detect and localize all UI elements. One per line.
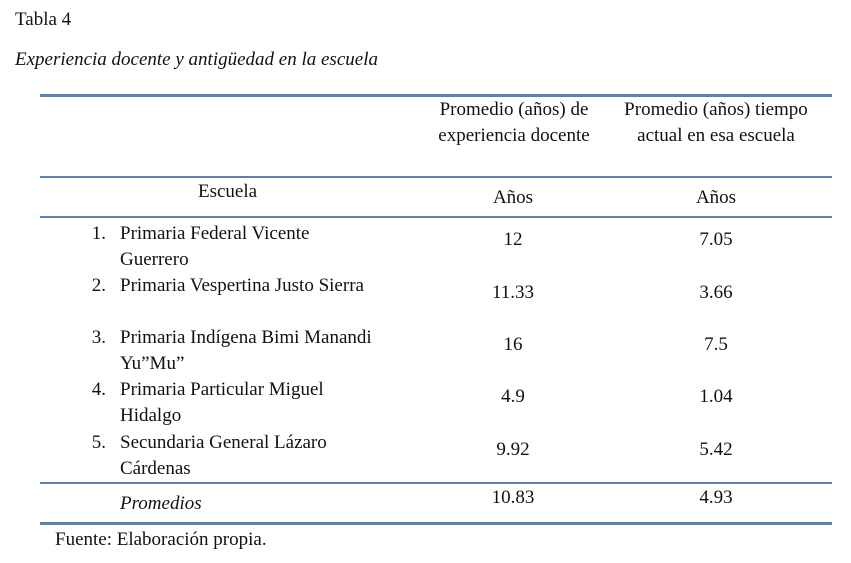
row-number: 5. <box>91 432 106 453</box>
column-header-school: Escuela <box>198 181 258 202</box>
unit-label-tenure: Años <box>695 187 737 208</box>
table-label: Tabla 4 <box>15 9 72 30</box>
school-name: Primaria Vespertina Justo Sierra <box>120 275 364 296</box>
school-name: Primaria Federal Vicente Guerrero <box>120 223 310 270</box>
averages-label: Promedios <box>120 493 202 514</box>
row-number: 2. <box>91 275 106 296</box>
average-tenure-value: 4.93 <box>699 487 733 508</box>
tenure-value: 7.05 <box>699 229 733 250</box>
averages-top-rule <box>40 482 832 484</box>
experience-value: 16 <box>503 334 523 355</box>
experience-value: 11.33 <box>491 282 535 303</box>
experience-value: 4.9 <box>501 386 525 407</box>
tenure-value: 1.04 <box>699 386 733 407</box>
header-bottom-rule <box>40 216 832 218</box>
experience-value: 9.92 <box>496 439 530 460</box>
school-name: Primaria Indígena Bimi Manandi Yu”Mu” <box>120 327 372 374</box>
tenure-value: 3.66 <box>699 282 733 303</box>
column-header-experience: Promedio (años) de experiencia docente <box>438 99 590 146</box>
source-note: Fuente: Elaboración propia. <box>55 529 267 550</box>
tenure-value: 5.42 <box>699 439 733 460</box>
unit-label-experience: Años <box>492 187 534 208</box>
table-top-rule <box>40 94 832 97</box>
tenure-value: 7.5 <box>704 334 728 355</box>
table-title: Experiencia docente y antigüedad en la e… <box>15 49 378 70</box>
school-name: Primaria Particular Miguel Hidalgo <box>120 379 324 426</box>
table-bottom-rule <box>40 522 832 525</box>
row-number: 1. <box>91 223 106 244</box>
row-number: 3. <box>91 327 106 348</box>
column-header-tenure: Promedio (años) tiempo actual en esa esc… <box>624 99 808 146</box>
row-number: 4. <box>91 379 106 400</box>
school-name: Secundaria General Lázaro Cárdenas <box>120 432 327 479</box>
header-mid-rule <box>40 176 832 178</box>
experience-value: 12 <box>503 229 523 250</box>
average-experience-value: 10.83 <box>491 487 535 508</box>
